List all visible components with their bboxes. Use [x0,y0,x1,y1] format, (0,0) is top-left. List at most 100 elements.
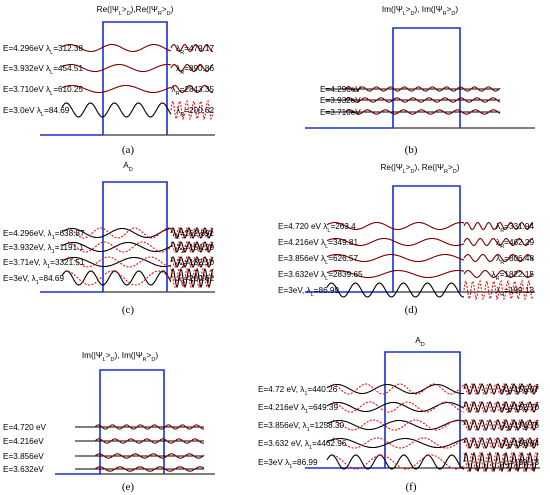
wavelength-label: λR=200.62 [176,106,214,118]
outgoing-wave-dotted [463,419,539,431]
wavelength-label: λR=462.29 [496,238,534,250]
wavelength-label: λ2=174.75 [502,421,539,433]
energy-label: E=3.632eV λL=2839.65 [278,270,363,282]
energy-label: E=3eV λ1=86.99 [258,458,318,470]
subfigure-label: (f) [406,481,417,493]
subfigure-label: (e) [122,481,135,493]
wave-solid [326,454,465,470]
energy-label: E=3eV, λ1=84.69 [3,274,64,286]
real-wave-inside [61,102,172,118]
wave-solid [326,401,465,413]
imag-wave [94,424,204,430]
subfigure-label: (d) [405,304,418,316]
wave-dotted [332,419,465,431]
wavelength-label: λ2=155.07 [502,385,539,397]
wave-solid [326,383,465,395]
energy-label: E=3.856eV, λ1=1258.30 [258,421,345,433]
wavelength-label: λR=479.17 [176,44,214,56]
real-wave-inside [61,43,172,53]
wave-solid [61,227,172,239]
wave-solid [326,437,465,449]
real-wave-inside [326,269,465,279]
imag-wave [94,466,205,472]
wavelength-label: λ2=162.70 [502,403,539,415]
wave-dotted [332,383,465,395]
energy-label: E=4.216eV [3,437,44,446]
real-wave-outside [170,43,214,53]
energy-label: E=3.932eV [320,96,361,105]
outgoing-wave-dotted [170,227,214,239]
real-wave-inside [61,84,172,94]
panel-header: AD [415,336,424,348]
outgoing-wave-dotted [170,256,214,268]
imag-wave [94,453,205,459]
subfigure-label: (b) [405,144,418,156]
bottom-label: AD [123,161,132,173]
barrier-potential [305,185,461,293]
panel-f: AD E=4.72 eV, λ1=440.26 E=4.216eV λ1=649.3… [258,336,540,493]
wave-dotted [67,227,172,239]
wave-dotted [332,401,465,413]
panel-d: Re(|ΨL>D), Re(|ΨR>D) E=4.720 eV λL=263.4 E… [278,163,535,316]
real-wave-outside [463,279,534,301]
panel-a: Re(|ΨL>D),Re(|ΨR>D) E=4.296eV λL=312.38 E=… [3,5,215,173]
real-wave-outside [170,84,214,94]
wave-solid [61,256,172,268]
energy-label: E=3.856eV [3,452,44,461]
wavelength-label: λR=1822.15 [492,270,535,282]
wavelength-label: λR=331.94 [496,222,534,234]
wavelength-label: λ2=132.10 [177,258,214,270]
imag-wave [94,438,205,444]
energy-label: E=3eV, λL=86.99 [278,286,339,298]
real-wave-outside [170,63,214,73]
real-wave-inside [326,282,464,298]
outgoing-wave-dotted [170,241,214,253]
energy-label: E=3.932eV λL=454.51 [3,64,83,76]
outgoing-wave-dotted [170,267,214,289]
real-wave-outside [463,221,534,231]
figure-root: Re(|ΨL>D),Re(|ΨR>D) E=4.296eV λL=312.38 E=… [3,5,540,493]
energy-label: E=3.71eV, λ1=3321.51 [3,258,85,270]
wavelength-label: λ2=154.29 [177,243,214,255]
real-wave-outside [170,99,214,121]
wavelength-label: λ2=200.62 [177,274,214,286]
real-wave-inside [326,237,465,247]
outgoing-wave-dotted [463,401,539,413]
wave-dotted [67,241,172,253]
wavelength-label: λ2=199.13 [502,458,539,470]
outgoing-wave-dotted [463,383,539,395]
barrier-potential [305,351,461,469]
wavelength-label: λ2=198.84 [502,439,539,451]
wave-dotted [67,270,172,286]
wave-solid [326,419,465,431]
energy-label: E=3.0eV λL=84.69 [3,106,70,118]
energy-label: E=4.216eV λ1=649.39 [258,403,338,415]
subfigure-label: (a) [122,144,135,156]
panel-header: Im(|ΨL>D), Im(|ΨR>D) [382,5,458,17]
energy-label: E=3.856eV λL=626.57 [278,254,358,266]
real-wave-inside [61,63,172,73]
barrier-potential [305,27,461,129]
energy-label: E=4.296eV, λ1=638.87 [3,229,85,241]
subfigure-label: (c) [122,304,135,316]
energy-label: E=3.632 eV, λ1=4462.96 [258,439,347,451]
wavelength-label: λR=2843.35 [172,85,215,97]
panel-header: Im(|ΨL>D), Im(|ΨR>D) [82,351,158,363]
energy-label: E=4.296eV λL=312.38 [3,44,83,56]
real-wave-outside [463,269,534,279]
energy-label: E=3.632eV [3,465,44,474]
energy-label: E=3.932eV, λ1=1191.1 [3,243,84,255]
outgoing-wave-dotted [463,451,539,473]
energy-label: E=4.72 eV, λ1=440.26 [258,385,338,397]
barrier-potential [55,369,165,475]
real-wave-outside [463,237,534,247]
panel-b: Im(|ΨL>D), Im(|ΨR>D) E=4.296eV E=3.932eV E=… [305,5,535,156]
imag-wave [344,86,501,92]
barrier-potential [40,21,168,136]
panel-header: Re(|ΨL>D),Re(|ΨR>D) [97,5,174,17]
panel-header: Re(|ΨL>D), Re(|ΨR>D) [381,163,460,175]
real-wave-outside [463,253,534,263]
barrier-potential [40,181,168,293]
real-wave-inside [326,221,465,231]
